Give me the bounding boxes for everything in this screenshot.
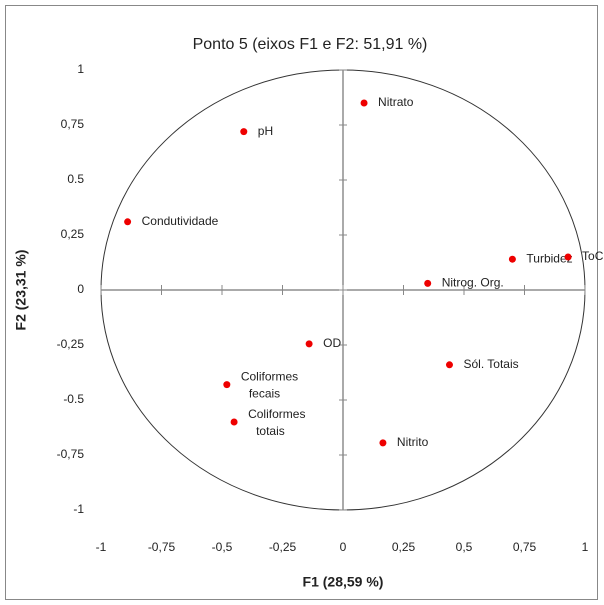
- y-tick-label: 0,25: [61, 227, 85, 241]
- y-tick-label: -0.5: [63, 392, 84, 406]
- x-tick-label: -0,5: [212, 540, 233, 554]
- y-tick-label: 0.5: [67, 172, 84, 186]
- point: [379, 439, 387, 447]
- x-tick-label: 0,25: [392, 540, 416, 554]
- point-label: Nitrito: [397, 435, 429, 449]
- x-tick-label: 0,5: [456, 540, 473, 554]
- chart-title: Ponto 5 (eixos F1 e F2: 51,91 %): [193, 36, 428, 53]
- x-tick-label: -1: [96, 540, 107, 554]
- point-label: pH: [258, 124, 273, 138]
- y-tick-label: 0,75: [61, 117, 85, 131]
- point: [564, 253, 572, 261]
- point: [230, 418, 238, 426]
- point: [360, 99, 368, 107]
- point-label: ToC: [582, 249, 604, 263]
- point-label: Nitrato: [378, 95, 414, 109]
- point: [124, 218, 132, 226]
- point: [508, 255, 516, 263]
- point-label: Coliformes totais: [248, 407, 309, 438]
- x-tick-label: 1: [582, 540, 589, 554]
- point-label: Turbidez: [526, 251, 572, 265]
- point: [240, 128, 248, 136]
- point: [424, 279, 432, 287]
- point-label: Coliformes fecais: [241, 370, 302, 401]
- y-tick-label: -0,25: [57, 337, 85, 351]
- x-tick-label: 0,75: [513, 540, 537, 554]
- x-tick-label: -0,25: [269, 540, 297, 554]
- x-tick-label: 0: [340, 540, 347, 554]
- y-tick-label: -0,75: [57, 447, 85, 461]
- point: [445, 361, 453, 369]
- point-label: Condutividade: [142, 214, 219, 228]
- y-tick-label: 0: [77, 282, 84, 296]
- point-label: Sól. Totais: [463, 357, 518, 371]
- point-label: Nitrog. Org.: [442, 276, 504, 290]
- chart-frame: [5, 5, 598, 600]
- x-tick-label: -0,75: [148, 540, 176, 554]
- x-axis-title: F1 (28,59 %): [303, 574, 384, 590]
- y-tick-label: -1: [73, 502, 84, 516]
- y-tick-label: 1: [77, 62, 84, 76]
- point: [305, 340, 313, 348]
- point: [223, 381, 231, 389]
- point-label: OD: [323, 336, 341, 350]
- y-axis-title: F2 (23,31 %): [13, 250, 29, 331]
